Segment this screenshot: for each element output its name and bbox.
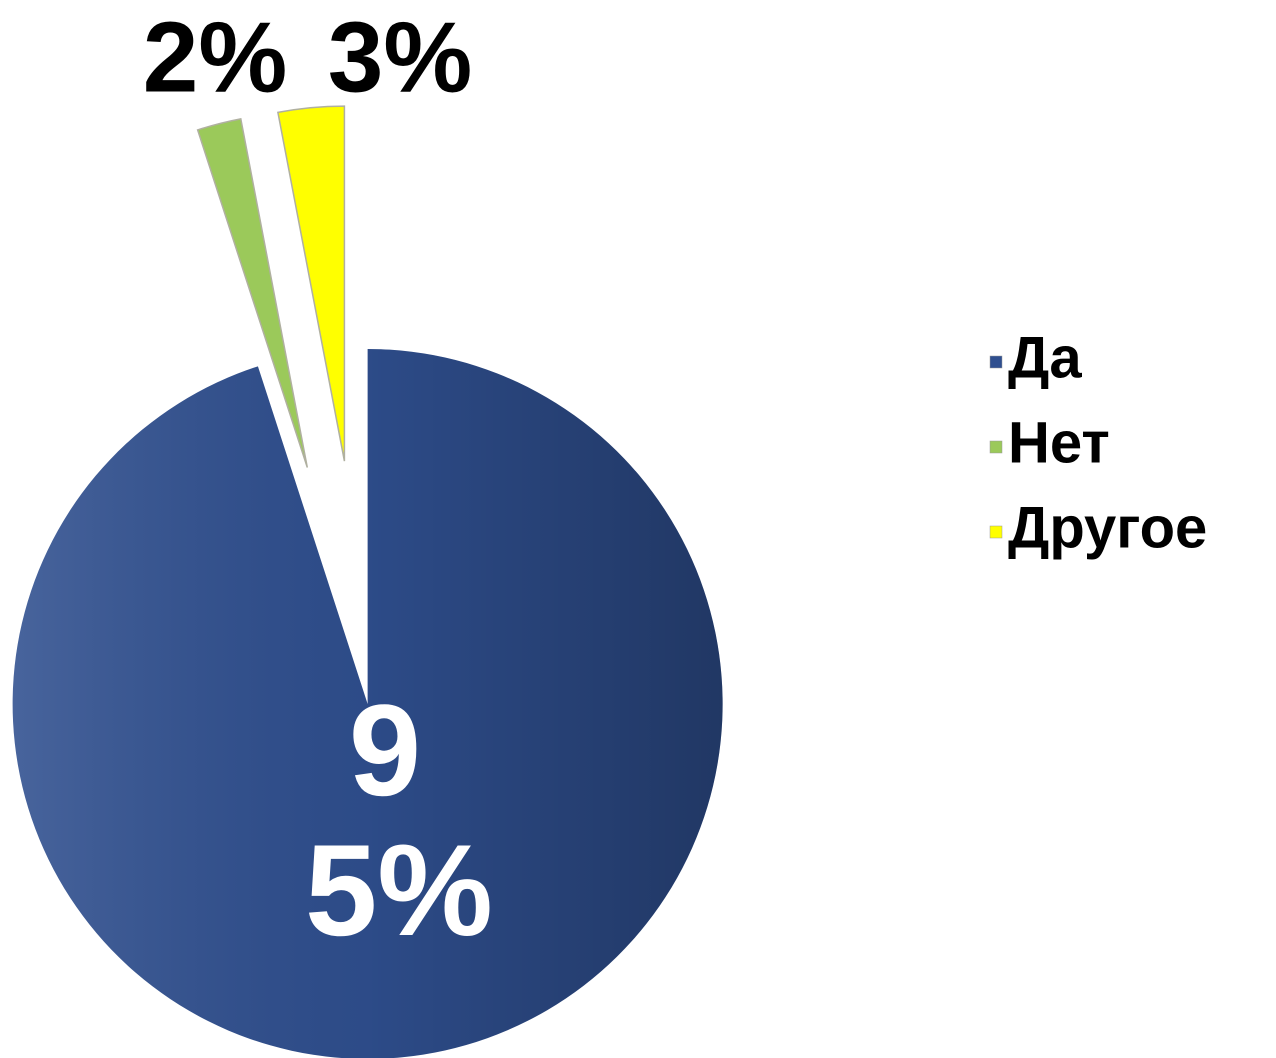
pie-slice [196,117,309,468]
legend-label: Нет [1008,410,1110,475]
legend-swatch [989,355,1003,369]
value-label: 2% [143,1,288,113]
legend-swatch [989,525,1003,539]
value-label: 3% [328,1,473,113]
slice-shade [12,348,723,1058]
legend-label: Другое [1008,495,1207,560]
value-label: 95% [305,677,493,963]
pie-slice [277,105,346,462]
legend-label: Да [1008,325,1082,390]
legend-swatch [989,440,1003,454]
